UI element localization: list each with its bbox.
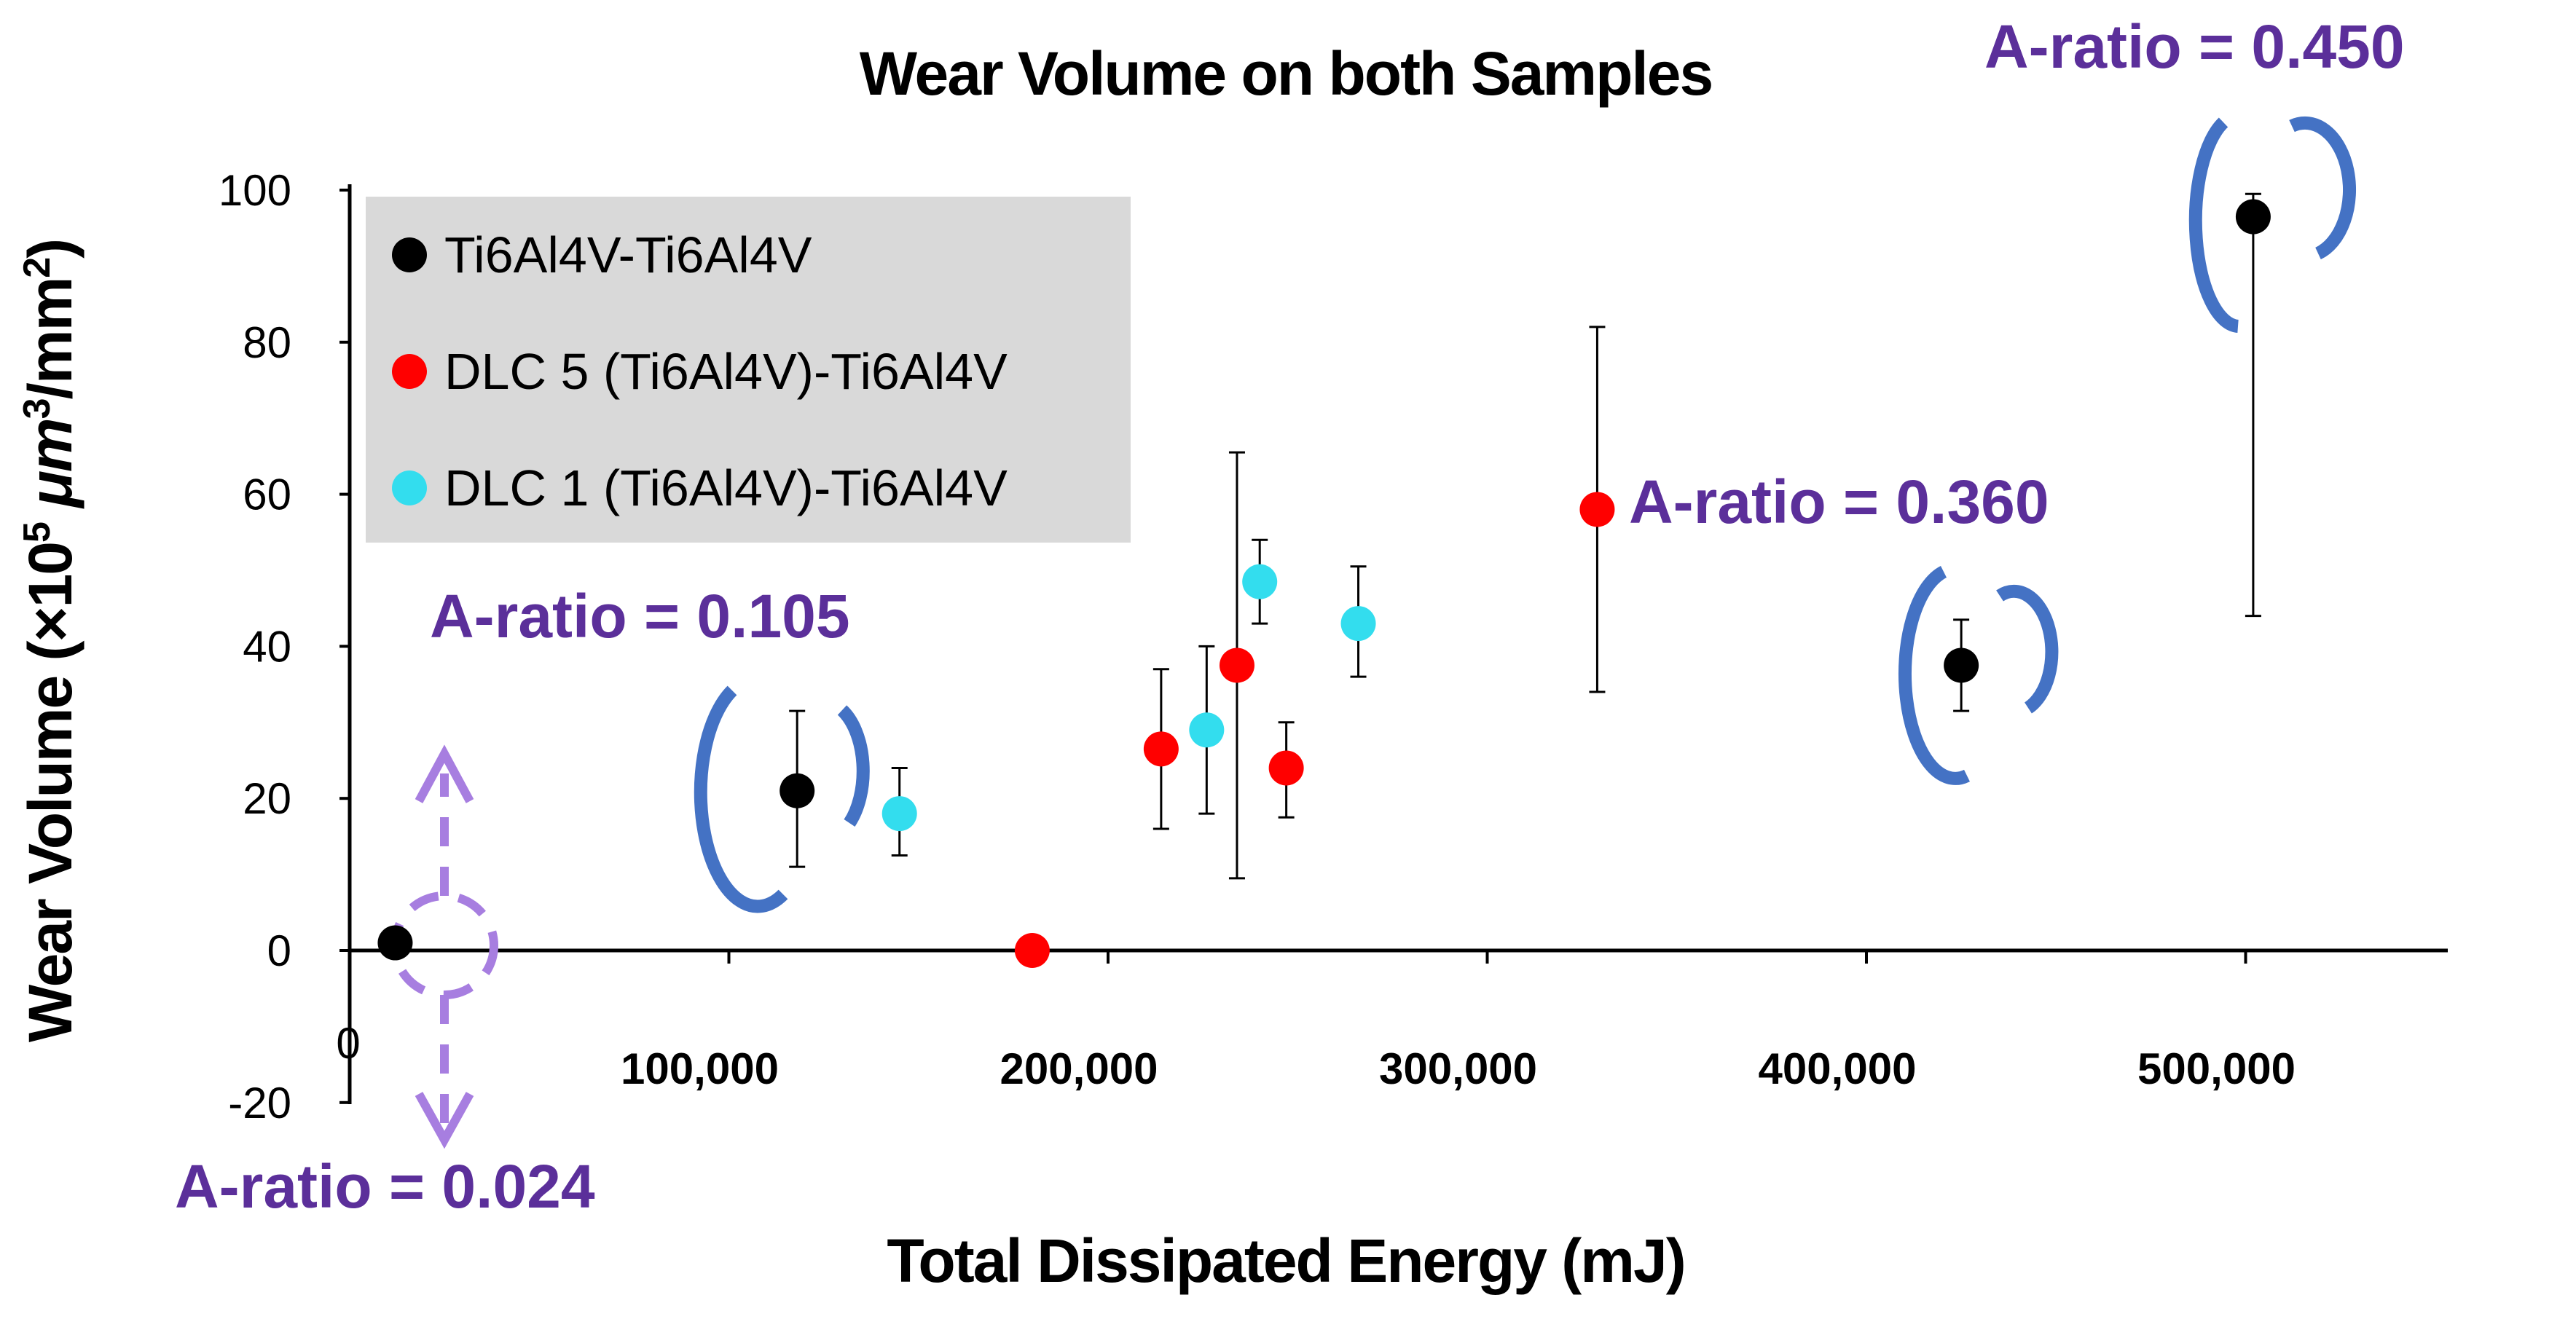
legend-marker-dlc5 [392,354,427,389]
y-tick-label: 40 [243,622,291,671]
x-axis-label: Total Dissipated Energy (mJ) [887,1227,1684,1295]
data-point-series-2 [1340,606,1376,642]
x-tick-label: 200,000 [1000,1044,1158,1093]
y-tick-label: -20 [228,1079,291,1127]
legend-label-ti6al4v: Ti6Al4V-Ti6Al4V [444,227,812,283]
bracket-left-icon [2188,117,2239,333]
legend-box [366,197,1131,543]
x-tick-label: 500,000 [2137,1044,2296,1093]
bracket-left-icon [1898,565,1970,785]
x-tick-label: 300,000 [1379,1044,1537,1093]
annotation-aratio-0105: A-ratio = 0.105 [430,582,850,650]
x-axis-ticks: 100,000 200,000 300,000 400,000 500,000 [621,950,2296,1093]
bracket-right-icon [2289,117,2357,260]
bracket-right-icon [837,705,870,827]
data-point-series-2 [881,796,917,832]
data-point-series-0 [2235,199,2271,235]
y-tick-label: 80 [243,318,291,367]
x-tick-label: 100,000 [621,1044,779,1093]
data-points [377,199,2271,968]
legend: Ti6Al4V-Ti6Al4V DLC 5 (Ti6Al4V)-Ti6Al4V … [392,227,1008,516]
arrow-up-icon [415,744,474,803]
legend-label-dlc1: DLC 1 (Ti6Al4V)-Ti6Al4V [444,460,1008,516]
y-tick-label: 100 [219,166,291,215]
annotation-aratio-0024: A-ratio = 0.024 [175,1152,595,1221]
data-point-series-1 [1219,647,1254,683]
legend-label-dlc5: DLC 5 (Ti6Al4V)-Ti6Al4V [444,343,1008,400]
bracket-left-icon [694,685,788,913]
legend-marker-ti6al4v [392,237,427,272]
y-axis-ticks: -20 0 20 40 60 80 100 [219,166,350,1127]
chart-title: Wear Volume on both Samples [860,39,1712,108]
data-point-series-0 [377,925,413,961]
data-point-series-1 [1579,492,1615,527]
data-point-series-1 [1014,933,1050,968]
y-tick-label: 0 [267,926,291,975]
data-point-series-1 [1143,731,1179,767]
arrow-down-icon [415,1092,474,1149]
y-axis-label: Wear Volume (×105 μm3/mm2) [16,240,85,1042]
data-point-series-0 [1944,647,1979,683]
data-point-series-1 [1268,750,1304,786]
annotation-aratio-0360: A-ratio = 0.360 [1629,468,2049,536]
annotation-aratio-0450: A-ratio = 0.450 [1984,12,2405,81]
data-point-series-2 [1242,564,1278,599]
data-point-series-0 [780,773,815,808]
legend-marker-dlc1 [392,470,427,505]
x-zero-label: 0 [336,1019,360,1068]
y-tick-label: 20 [243,774,291,823]
x-tick-label: 400,000 [1759,1044,1917,1093]
y-tick-label: 60 [243,470,291,519]
data-point-series-2 [1189,712,1225,748]
bracket-right-icon [1996,584,2059,714]
